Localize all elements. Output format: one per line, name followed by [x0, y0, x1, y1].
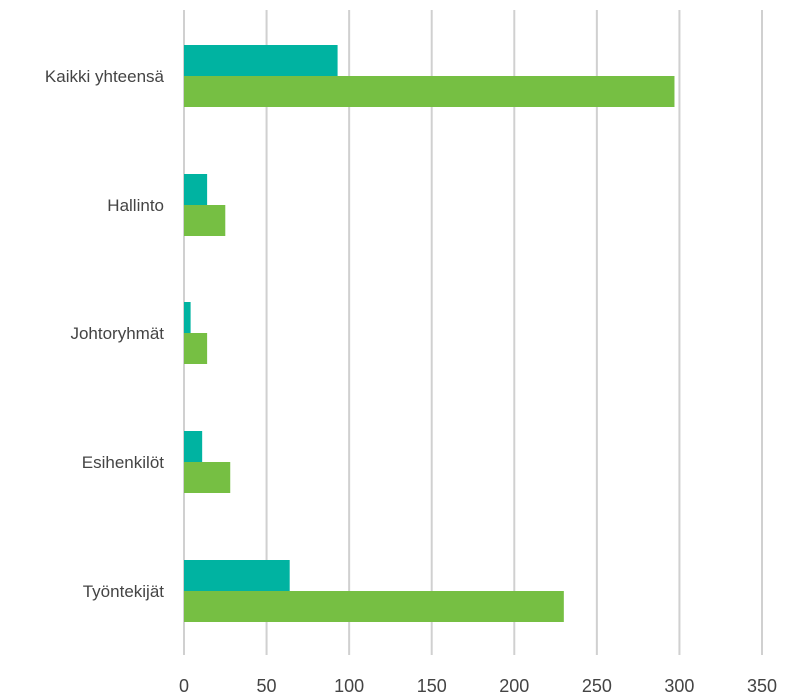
- x-tick-label: 100: [334, 676, 364, 695]
- bar-series-1-2: [184, 302, 191, 333]
- x-axis-tick-labels: 0 50 100 150 200 250 300 350: [179, 676, 777, 695]
- bar-series-1-4: [184, 560, 290, 591]
- category-label: Esihenkilöt: [82, 453, 164, 472]
- y-axis-category-labels: Kaikki yhteensä Hallinto Johtoryhmät Esihen…: [45, 67, 165, 601]
- category-label: Kaikki yhteensä: [45, 67, 165, 86]
- bars: [184, 45, 675, 622]
- x-tick-label: 150: [417, 676, 447, 695]
- gridlines: [183, 10, 763, 655]
- x-tick-label: 0: [179, 676, 189, 695]
- bar-series-1-0: [184, 45, 338, 76]
- category-label: Hallinto: [107, 196, 164, 215]
- category-label: Johtoryhmät: [70, 324, 164, 343]
- bar-series-2-3: [184, 462, 231, 493]
- bar-series-1-1: [184, 174, 208, 205]
- x-tick-label: 350: [747, 676, 777, 695]
- bar-series-2-1: [184, 205, 226, 236]
- bar-series-1-3: [184, 431, 203, 462]
- x-tick-label: 300: [664, 676, 694, 695]
- x-tick-label: 50: [257, 676, 277, 695]
- bar-series-2-0: [184, 76, 675, 107]
- x-tick-label: 200: [499, 676, 529, 695]
- x-tick-label: 250: [582, 676, 612, 695]
- bar-series-2-2: [184, 333, 208, 364]
- category-label: Työntekijät: [83, 582, 165, 601]
- bar-series-2-4: [184, 591, 564, 622]
